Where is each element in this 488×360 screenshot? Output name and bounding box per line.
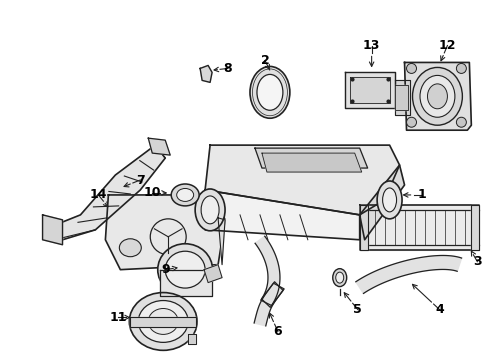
Polygon shape xyxy=(105,195,224,270)
Polygon shape xyxy=(204,190,359,240)
Polygon shape xyxy=(359,165,404,240)
Polygon shape xyxy=(148,138,170,155)
Polygon shape xyxy=(394,85,407,110)
Polygon shape xyxy=(404,62,470,130)
Polygon shape xyxy=(254,148,367,168)
Polygon shape xyxy=(200,66,212,82)
Ellipse shape xyxy=(249,67,289,118)
Circle shape xyxy=(406,117,416,127)
Text: 7: 7 xyxy=(136,174,144,186)
Ellipse shape xyxy=(165,251,204,288)
Text: 4: 4 xyxy=(434,303,443,316)
Polygon shape xyxy=(218,218,224,265)
Polygon shape xyxy=(203,265,222,283)
Polygon shape xyxy=(344,72,394,108)
Text: 13: 13 xyxy=(362,39,380,52)
Ellipse shape xyxy=(171,184,199,206)
Ellipse shape xyxy=(412,67,462,125)
Ellipse shape xyxy=(256,75,283,110)
Ellipse shape xyxy=(176,189,193,201)
Polygon shape xyxy=(262,153,361,172)
Ellipse shape xyxy=(332,269,346,287)
Ellipse shape xyxy=(427,84,447,109)
Text: 2: 2 xyxy=(260,54,269,67)
Ellipse shape xyxy=(148,309,178,334)
Polygon shape xyxy=(56,145,165,240)
Text: 1: 1 xyxy=(416,188,425,202)
Ellipse shape xyxy=(419,75,454,117)
Ellipse shape xyxy=(195,189,224,231)
Polygon shape xyxy=(359,205,367,250)
Text: 10: 10 xyxy=(143,186,161,199)
Text: 14: 14 xyxy=(89,188,107,202)
Text: 8: 8 xyxy=(224,62,232,75)
Polygon shape xyxy=(204,145,399,215)
Text: 11: 11 xyxy=(109,311,127,324)
Ellipse shape xyxy=(119,239,141,257)
Polygon shape xyxy=(42,215,62,245)
Polygon shape xyxy=(470,205,478,250)
Text: 9: 9 xyxy=(161,263,169,276)
Text: 6: 6 xyxy=(273,325,282,338)
Polygon shape xyxy=(355,256,461,293)
Circle shape xyxy=(406,63,416,73)
Ellipse shape xyxy=(129,293,197,350)
Polygon shape xyxy=(394,80,408,115)
Ellipse shape xyxy=(158,244,212,296)
Polygon shape xyxy=(160,270,212,296)
Polygon shape xyxy=(359,205,478,250)
Ellipse shape xyxy=(335,272,343,283)
Ellipse shape xyxy=(201,196,219,224)
Circle shape xyxy=(455,63,466,73)
Circle shape xyxy=(455,117,466,127)
Text: 3: 3 xyxy=(472,255,481,268)
Polygon shape xyxy=(349,77,389,103)
Ellipse shape xyxy=(138,301,188,342)
Polygon shape xyxy=(130,318,196,328)
Polygon shape xyxy=(188,334,196,345)
Ellipse shape xyxy=(382,188,396,212)
Text: 5: 5 xyxy=(353,303,361,316)
Text: 12: 12 xyxy=(438,39,455,52)
Polygon shape xyxy=(254,236,284,326)
Ellipse shape xyxy=(376,181,401,219)
